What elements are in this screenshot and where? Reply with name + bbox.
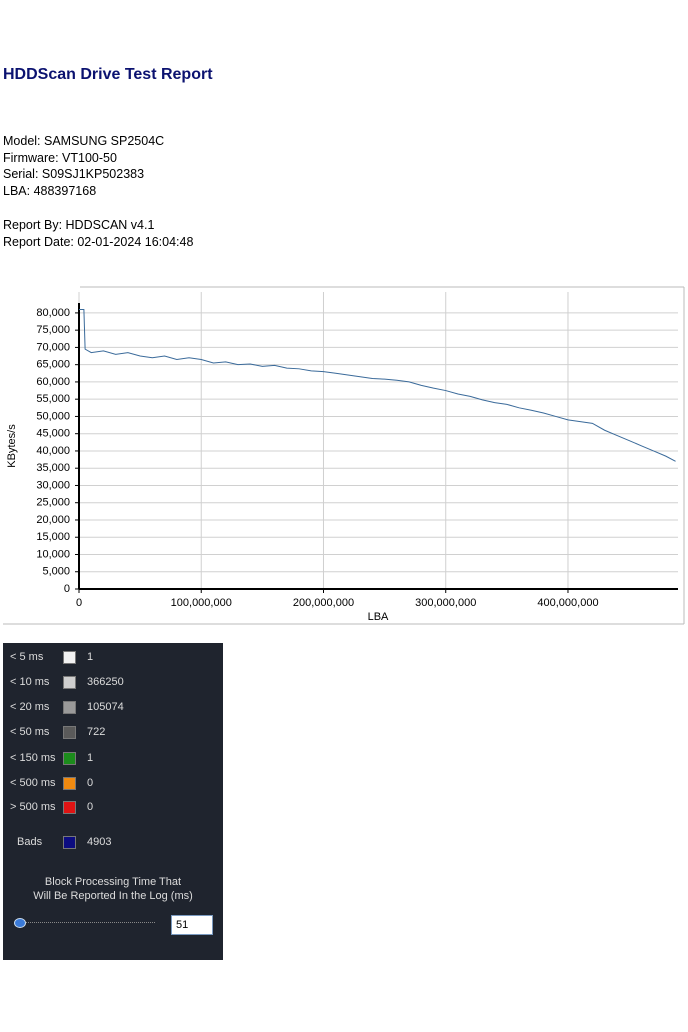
legend-count: 0 <box>87 777 94 789</box>
x-tick-label: 100,000,000 <box>171 597 232 609</box>
y-tick-label: 20,000 <box>36 514 70 526</box>
legend-label: < 5 ms <box>10 651 44 663</box>
legend-count: 366250 <box>87 676 124 688</box>
info-line: Firmware: VT100-50 <box>3 151 117 165</box>
report-title: HDDScan Drive Test Report <box>3 66 213 83</box>
legend-swatch <box>63 777 76 790</box>
y-tick-label: 45,000 <box>36 428 70 440</box>
y-tick-label: 30,000 <box>36 479 70 491</box>
y-tick-label: 25,000 <box>36 497 70 509</box>
slider-track <box>15 922 155 923</box>
y-tick-label: 35,000 <box>36 462 70 474</box>
legend-label: < 20 ms <box>10 701 50 713</box>
description: Will Be Reported In the Log (ms) <box>33 890 193 902</box>
y-tick-label: 75,000 <box>36 324 70 336</box>
legend-swatch <box>63 701 76 714</box>
y-tick-label: 50,000 <box>36 410 70 422</box>
info-line: Serial: S09SJ1KP502383 <box>3 167 145 181</box>
info-line: Report Date: 02-01-2024 16:04:48 <box>3 235 194 249</box>
legend-count: 0 <box>87 801 94 813</box>
y-tick-label: 60,000 <box>36 376 70 388</box>
legend-label: Bads <box>17 836 43 848</box>
legend-swatch <box>63 836 76 849</box>
threshold-input: 51 <box>171 915 213 935</box>
legend-label: < 50 ms <box>10 726 50 738</box>
y-tick-label: 10,000 <box>36 548 70 560</box>
legend-count: 1 <box>87 752 94 764</box>
legend-swatch <box>63 726 76 739</box>
x-tick-label: 200,000,000 <box>293 597 354 609</box>
legend-count: 722 <box>87 726 106 738</box>
legend-count: 4903 <box>87 836 112 848</box>
y-tick-label: 80,000 <box>36 307 70 319</box>
x-tick-label: 400,000,000 <box>537 597 598 609</box>
y-tick-label: 0 <box>64 583 70 595</box>
legend-swatch <box>63 801 76 814</box>
legend-swatch <box>63 676 76 689</box>
legend-swatch <box>63 752 76 765</box>
legend-count: 105074 <box>87 701 124 713</box>
y-tick-label: 65,000 <box>36 359 70 371</box>
legend-count: 1 <box>87 651 94 663</box>
legend-label: < 500 ms <box>10 777 56 789</box>
info-line: Report By: HDDSCAN v4.1 <box>3 218 155 232</box>
x-axis-label: LBA <box>368 611 389 623</box>
legend-label: < 150 ms <box>10 752 56 764</box>
info-line: Model: SAMSUNG SP2504C <box>3 134 165 148</box>
y-tick-label: 5,000 <box>42 566 70 578</box>
y-tick-label: 40,000 <box>36 445 70 457</box>
x-tick-label: 0 <box>76 597 82 609</box>
legend-panel: < 5 ms 1 < 10 ms 366250 < 20 ms 105074 < 50 ms… <box>3 643 223 960</box>
y-tick-label: 70,000 <box>36 341 70 353</box>
chart: KBytes/s LBA 0 5,000 10,000 15,000 20,000 25,… <box>3 286 685 625</box>
slider-knob <box>14 918 26 928</box>
legend-swatch <box>63 651 76 664</box>
x-tick-label: 300,000,000 <box>415 597 476 609</box>
description: Block Processing Time That <box>44 876 182 888</box>
info-line: LBA: 488397168 <box>3 184 97 198</box>
legend-label: < 10 ms <box>10 676 50 688</box>
y-tick-label: 55,000 <box>36 393 70 405</box>
y-axis-label: KBytes/s <box>6 424 18 468</box>
y-tick-label: 15,000 <box>36 531 70 543</box>
legend-label: > 500 ms <box>10 801 56 813</box>
data-line <box>79 308 676 462</box>
